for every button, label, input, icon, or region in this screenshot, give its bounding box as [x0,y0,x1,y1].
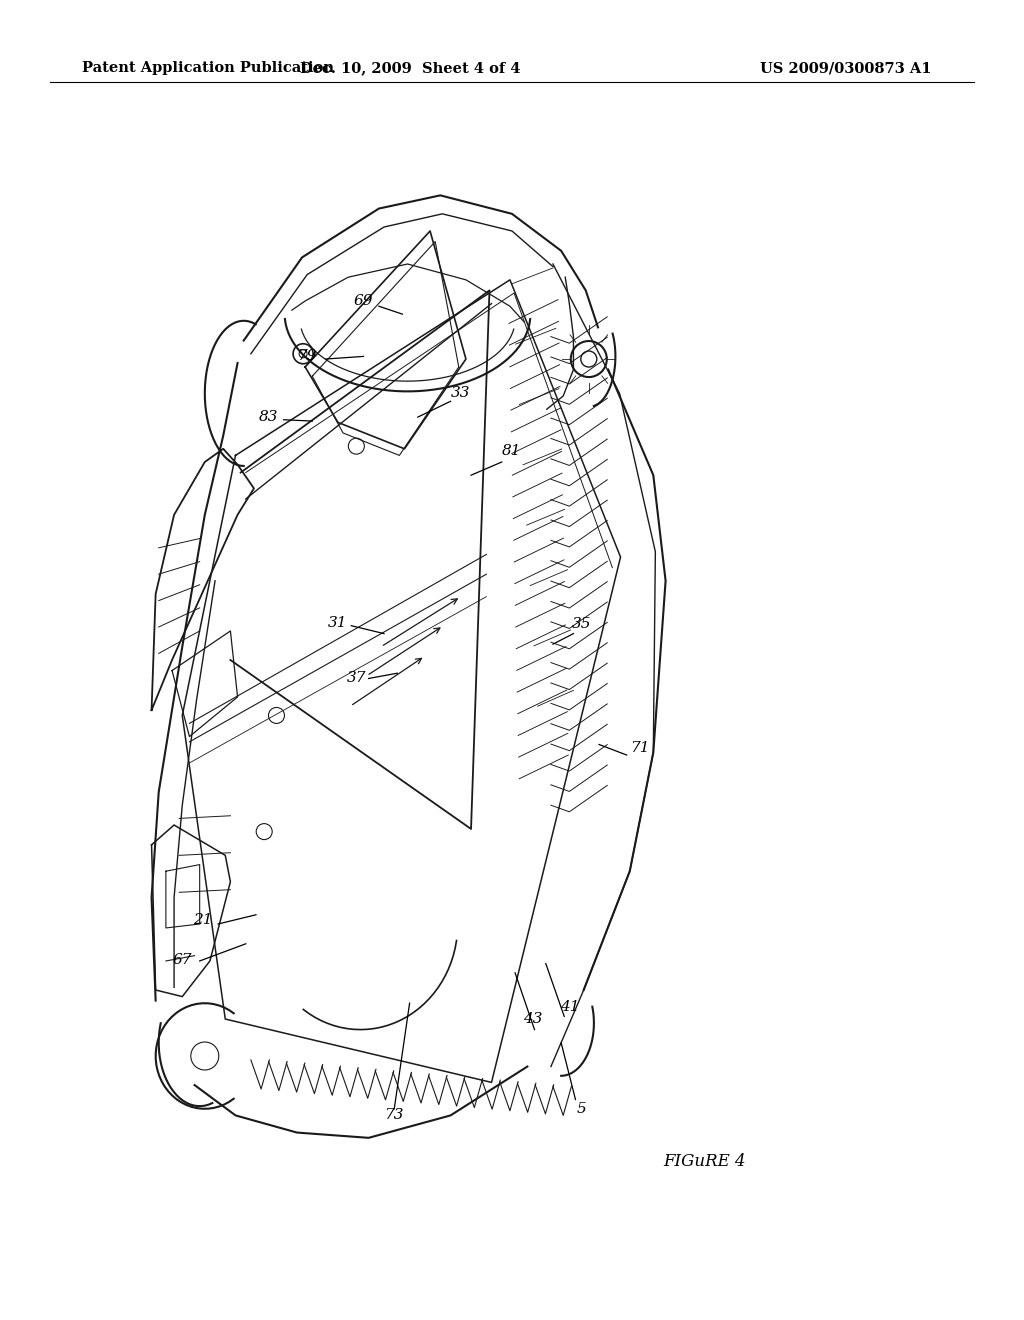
Text: FIGuRE 4: FIGuRE 4 [664,1154,746,1170]
Text: 5: 5 [577,1102,587,1115]
Text: 37: 37 [346,672,367,685]
Text: 31: 31 [328,616,348,630]
Text: 41: 41 [559,1001,580,1014]
Text: 73: 73 [384,1109,404,1122]
Text: 79: 79 [297,350,317,363]
Text: 67: 67 [172,953,193,966]
Text: 81: 81 [502,445,522,458]
Text: US 2009/0300873 A1: US 2009/0300873 A1 [760,61,932,75]
Text: 35: 35 [571,618,592,631]
Text: 33: 33 [451,387,471,400]
Text: 71: 71 [630,742,650,755]
Text: 43: 43 [522,1012,543,1026]
Text: 69: 69 [353,294,374,308]
Text: Dec. 10, 2009  Sheet 4 of 4: Dec. 10, 2009 Sheet 4 of 4 [300,61,520,75]
Text: Patent Application Publication: Patent Application Publication [82,61,334,75]
Text: 21: 21 [193,913,213,927]
Text: 83: 83 [258,411,279,424]
